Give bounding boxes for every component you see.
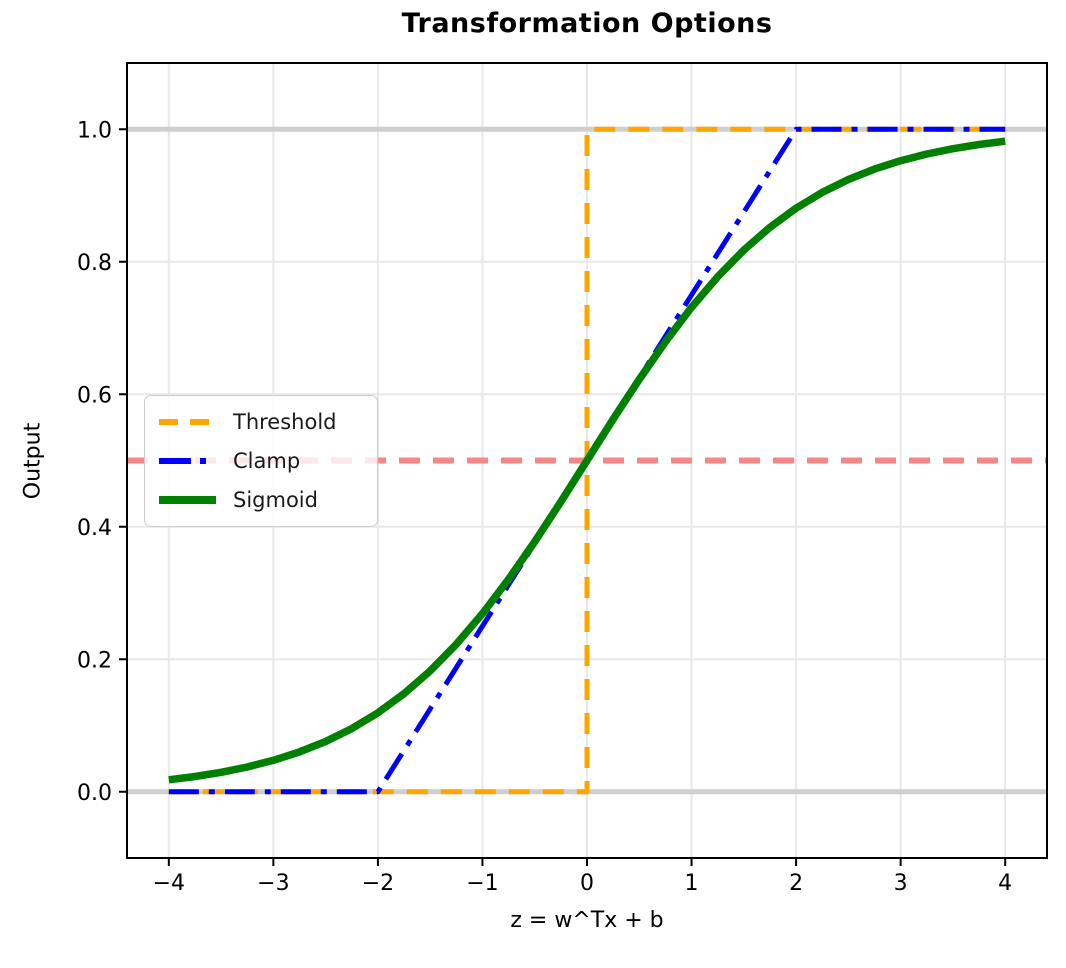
legend-line-sample-threshold — [159, 418, 216, 425]
y-tick-label: 0.2 — [77, 648, 112, 673]
y-tick-label: 0.6 — [77, 383, 112, 408]
chart-title: Transformation Options — [401, 8, 773, 39]
legend-line-sample-clamp — [159, 457, 216, 464]
x-tick-label: −2 — [362, 871, 394, 896]
legend: Threshold Clamp Sigmoid — [144, 395, 378, 527]
x-tick-label: 3 — [894, 871, 908, 896]
legend-line-sample-sigmoid — [159, 496, 216, 505]
x-tick-label: 2 — [789, 871, 803, 896]
legend-item: Clamp — [159, 449, 377, 473]
legend-item: Sigmoid — [159, 488, 377, 512]
legend-label: Threshold — [233, 409, 337, 434]
x-tick-label: 4 — [998, 871, 1012, 896]
legend-item: Threshold — [159, 410, 377, 434]
y-tick-label: 0.4 — [77, 516, 112, 541]
x-tick-label: −1 — [466, 871, 498, 896]
y-tick-label: 0.8 — [77, 251, 112, 276]
x-tick-label: −4 — [153, 871, 185, 896]
y-tick-label: 0.0 — [77, 781, 112, 806]
x-tick-label: 0 — [580, 871, 594, 896]
x-tick-label: −3 — [257, 871, 289, 896]
x-tick-label: 1 — [685, 871, 699, 896]
legend-label: Sigmoid — [233, 488, 318, 513]
x-axis-label: z = w^Tx + b — [510, 908, 664, 933]
legend-label: Clamp — [233, 448, 301, 473]
series-sigmoid-line — [168, 137, 1006, 784]
y-tick-label: 1.0 — [77, 118, 112, 143]
